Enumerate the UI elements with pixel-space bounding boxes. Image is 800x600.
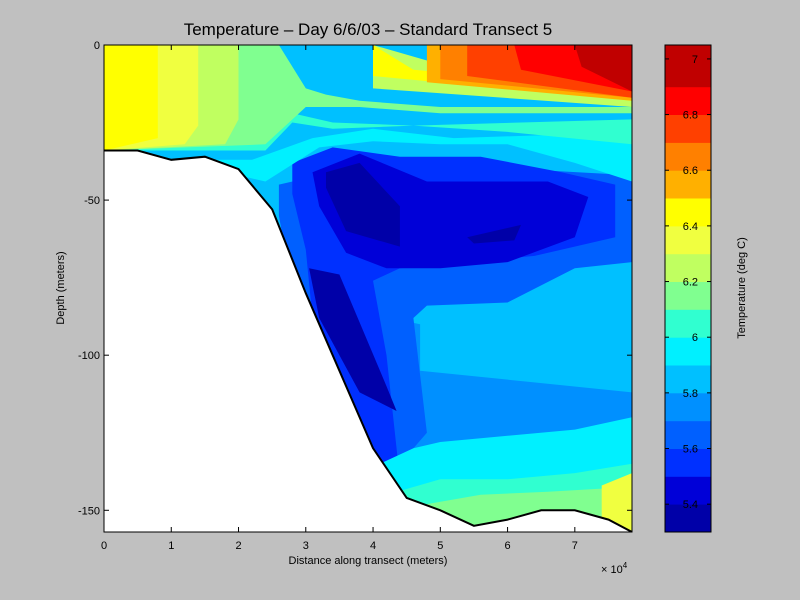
colorbar-band	[665, 392, 711, 422]
colorbar-band	[665, 225, 711, 255]
x-tick-label: 0	[101, 540, 107, 552]
temperature-region	[601, 473, 632, 532]
colorbar-band	[665, 142, 711, 171]
colorbar-tick-label: 6	[692, 332, 698, 344]
colorbar-band	[665, 309, 711, 338]
colorbar-tick-label: 7	[692, 54, 698, 66]
colorbar-tick-label: 5.8	[683, 388, 698, 400]
colorbar-tick-label: 6.8	[683, 110, 698, 122]
x-axis-label: Distance along transect (meters)	[289, 555, 448, 567]
colorbar-band	[665, 420, 711, 449]
x-tick-label: 1	[168, 540, 174, 552]
colorbar-band	[665, 476, 711, 505]
x-exponent-label: × 104	[601, 561, 628, 576]
colorbar-label: Temperature (deg C)	[736, 237, 748, 339]
chart-title: Temperature – Day 6/6/03 – Standard Tran…	[184, 20, 553, 39]
plot-area	[103, 44, 633, 533]
colorbar-band	[665, 504, 711, 533]
temperature-region	[467, 224, 521, 244]
colorbar-tick-label: 6.4	[683, 221, 698, 233]
temperature-region	[171, 128, 632, 182]
x-tick-label: 5	[437, 540, 443, 552]
plot-frame	[103, 44, 633, 533]
colorbar-band	[665, 365, 711, 394]
y-axis: 0 -50 -100 -150	[78, 40, 632, 517]
y-tick-label: -100	[78, 350, 100, 362]
x-axis: 0 1 2 3 4 5 6 7	[101, 45, 578, 552]
colorbar-frame	[664, 44, 712, 533]
colorbar-tick-label: 6.6	[683, 165, 698, 177]
x-exponent-base: × 10	[601, 564, 623, 576]
y-tick-label: -150	[78, 505, 100, 517]
colorbar-band	[665, 45, 711, 88]
colorbar-ticks: 5.4 5.6 5.8 6 6.2 6.4 6.6 6.8 7	[665, 54, 711, 511]
colorbar-band	[665, 281, 711, 310]
temperature-region	[574, 45, 632, 92]
seafloor	[104, 149, 632, 532]
x-tick-label: 6	[505, 540, 511, 552]
x-tick-label: 2	[235, 540, 241, 552]
colorbar-band	[665, 170, 711, 199]
colorbar-bands	[665, 45, 711, 533]
colorbar-band	[665, 86, 711, 115]
colorbar-band	[665, 114, 711, 143]
colorbar-band	[665, 448, 711, 477]
x-tick-label: 4	[370, 540, 376, 552]
temperature-region	[326, 162, 400, 247]
colorbar-tick-label: 6.2	[683, 277, 698, 289]
temperature-region	[309, 268, 397, 411]
seafloor-area	[104, 150, 632, 532]
x-tick-label: 3	[303, 540, 309, 552]
colorbar-band	[665, 337, 711, 366]
colorbar-band	[665, 253, 711, 282]
colorbar: 5.4 5.6 5.8 6 6.2 6.4 6.6 6.8 7 Temperature (deg…	[664, 44, 748, 533]
bottom-profile-line	[104, 149, 632, 532]
colorbar-tick-label: 5.4	[683, 499, 698, 511]
temperature-region	[104, 45, 158, 151]
y-axis-label: Depth (meters)	[55, 251, 67, 324]
x-tick-label: 7	[572, 540, 578, 552]
y-tick-label: 0	[94, 40, 100, 52]
x-exponent-power: 4	[623, 561, 628, 570]
colorbar-tick-label: 5.6	[683, 444, 698, 456]
y-tick-label: -50	[84, 195, 100, 207]
colorbar-band	[665, 198, 711, 227]
